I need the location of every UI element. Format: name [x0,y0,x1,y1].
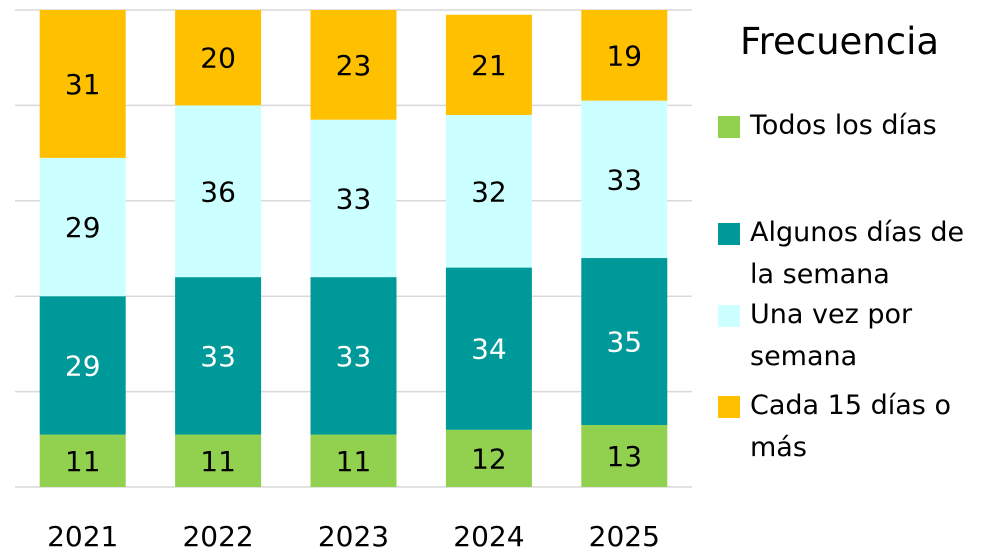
x-tick-label: 2025 [589,520,660,550]
value-label: 11 [336,445,372,478]
value-label: 36 [200,175,236,208]
value-label: 29 [65,349,101,382]
legend-label: Una vez por semana [750,299,913,372]
legend-title: Frecuencia [740,20,940,63]
value-label: 33 [336,340,372,373]
chart: 11 29 29 31 2021 11 33 36 20 2022 11 33 33 23 2023 12 34… [15,9,692,550]
x-tick-label: 2023 [318,520,389,550]
legend-swatch [718,223,740,245]
value-label: 33 [336,182,372,215]
bar-segment [175,105,262,278]
bar-segment [310,277,397,435]
bar-segment [581,100,668,259]
value-label: 23 [336,49,372,82]
bar-segment [39,157,126,297]
legend-label: Algunos días de la semana [750,217,965,290]
x-tick-label: 2022 [182,520,253,550]
bar-segment [581,10,668,101]
legend-label: Todos los días [750,110,937,141]
bar-segment [581,424,668,487]
value-label: 32 [471,175,507,208]
value-label: 12 [471,442,507,475]
x-tick-label: 2021 [47,520,118,550]
bar-segment [310,119,397,278]
legend-swatch [718,116,740,138]
value-label: 13 [606,440,642,473]
x-tick-label: 2024 [453,520,524,550]
bar-segment [175,277,262,435]
bar-segment [175,434,262,487]
legend-swatch [718,396,740,418]
bar-segment [445,114,532,268]
value-label: 19 [606,39,642,72]
value-label: 20 [200,42,236,75]
bar-segment [310,10,397,120]
bar-segment [445,14,532,115]
bar-segment [39,296,126,435]
bar-segment [39,434,126,487]
value-label: 33 [606,163,642,196]
bar-segment [445,267,532,430]
value-label: 21 [471,49,507,82]
value-label: 34 [471,333,507,366]
value-label: 33 [200,340,236,373]
legend-swatch [718,305,740,327]
bar-segment [445,429,532,487]
bar-segment [310,434,397,487]
legend-label: Cada 15 días o más [750,390,951,463]
value-label: 31 [65,68,101,101]
value-label: 11 [65,445,101,478]
bar-segment [175,10,262,106]
value-label: 29 [65,211,101,244]
bar-segment [39,10,126,158]
bar-segment [581,258,668,425]
value-label: 35 [606,326,642,359]
value-label: 11 [200,445,236,478]
